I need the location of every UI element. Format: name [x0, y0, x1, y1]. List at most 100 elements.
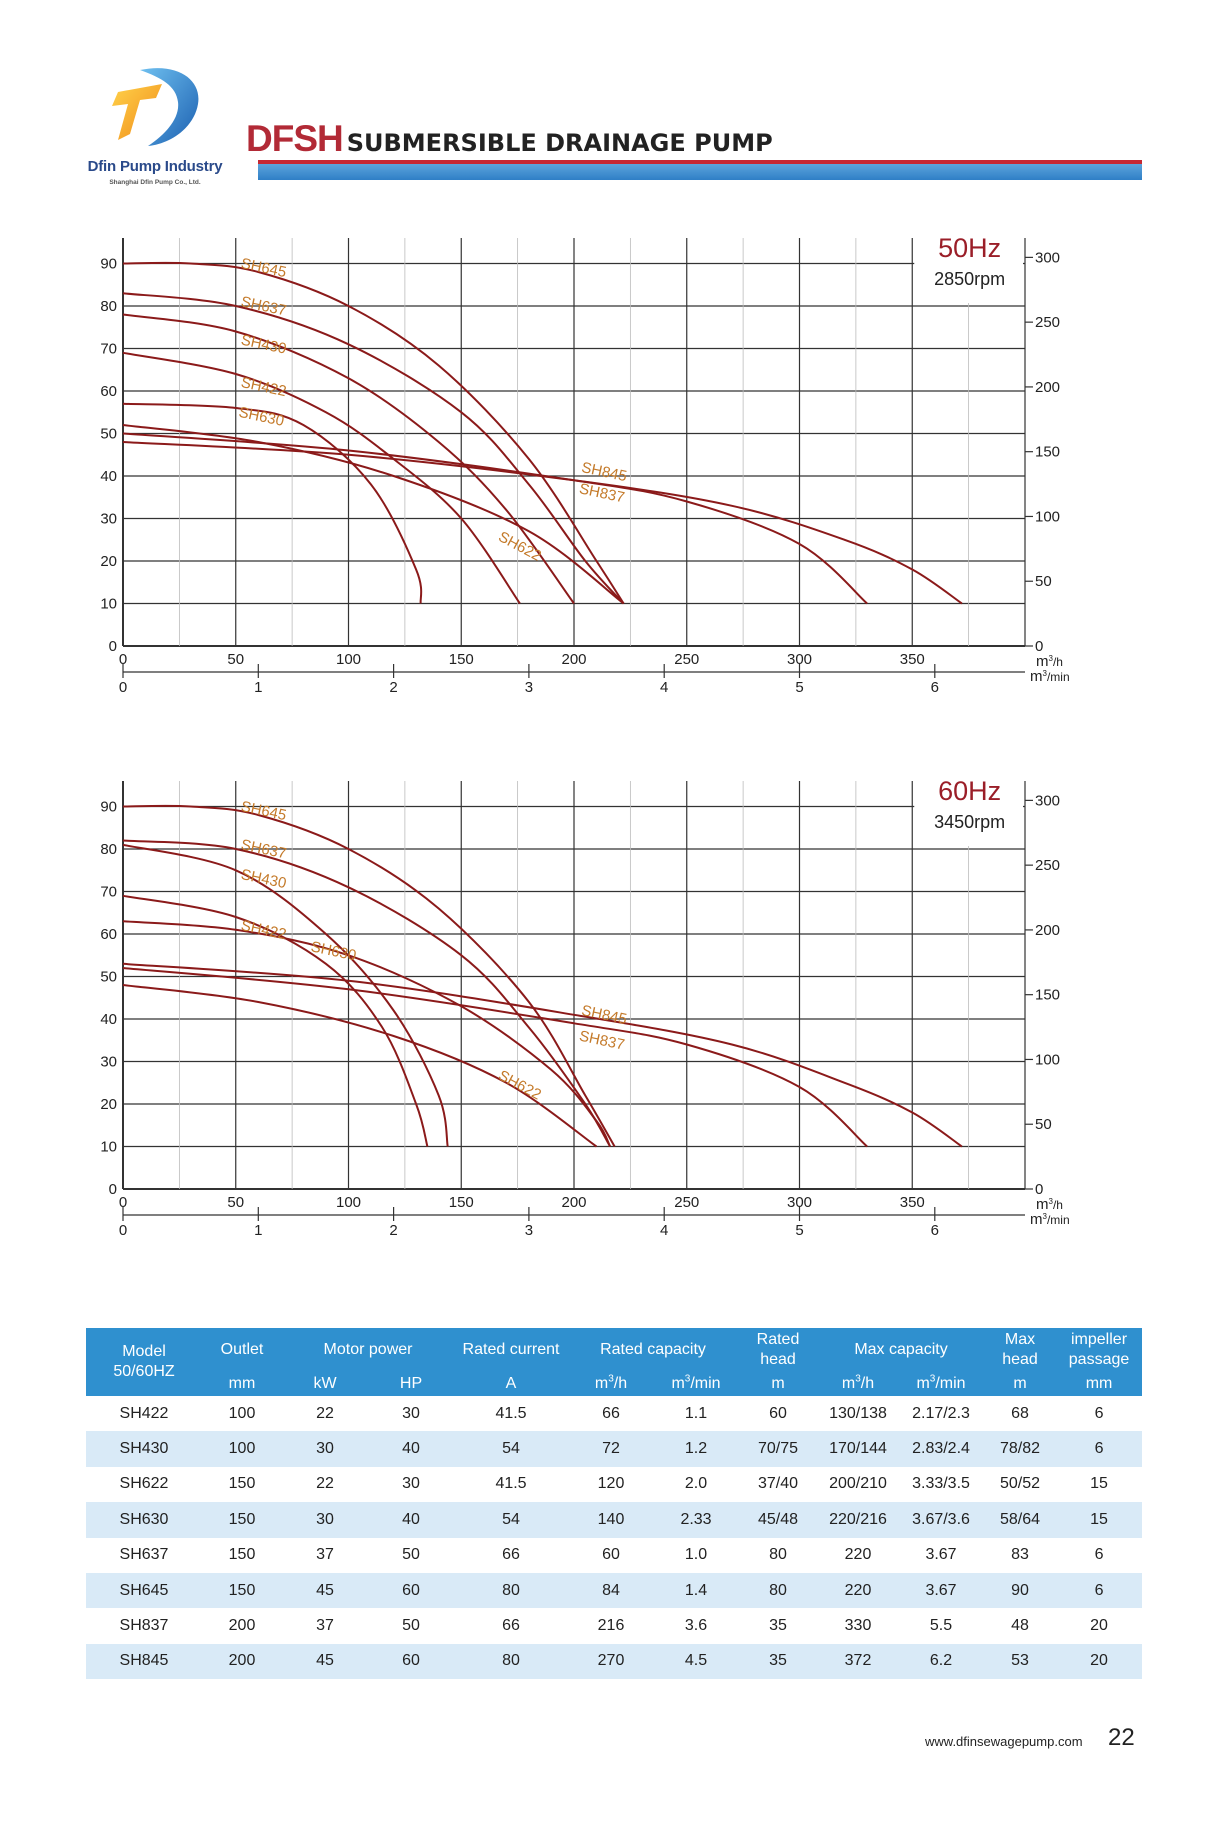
table-cell: 45 — [282, 1572, 368, 1609]
x-unit-label: m3/h — [1036, 653, 1063, 670]
table-cell: 150 — [202, 1502, 282, 1538]
table-cell: 1.2 — [654, 1431, 739, 1467]
unit-outlet: mm — [202, 1372, 282, 1396]
table-cell: 78/82 — [984, 1431, 1057, 1467]
curve-sh430 — [122, 843, 449, 1147]
table-cell: 100 — [202, 1431, 282, 1467]
x2-tick-label: 0 — [119, 679, 127, 696]
unit-max-m3h: m3/h — [818, 1372, 899, 1396]
header-model: Model 50/60HZ — [86, 1328, 202, 1396]
curve-sh637 — [122, 292, 625, 605]
x2-tick-label: 1 — [254, 679, 262, 696]
curve-sh837 — [122, 967, 868, 1148]
table-cell: 2.83/2.4 — [898, 1431, 985, 1467]
y-tick-label: 30 — [100, 1054, 117, 1071]
y-tick-label: 0 — [109, 1181, 117, 1198]
table-cell: 120 — [597, 1475, 625, 1493]
x2-tick-label: 4 — [660, 679, 668, 696]
table-cell: 50 — [402, 1546, 420, 1564]
model-cell: SH645 — [86, 1572, 202, 1609]
table-cell: 37 — [316, 1546, 334, 1564]
unit-max-m3min: m3/min — [898, 1372, 985, 1396]
x2-unit-sup: 3 — [1043, 669, 1048, 678]
unit-kw: kW — [282, 1372, 368, 1396]
table-cell: 140 — [568, 1502, 655, 1538]
table-cell: 60 — [602, 1546, 620, 1564]
curve-label-sh637: SH637 — [239, 293, 287, 319]
table-cell: 200 — [202, 1643, 282, 1680]
x-tick-label: 50 — [227, 651, 244, 668]
curve-sh637 — [122, 839, 611, 1148]
table-cell: 90 — [984, 1572, 1057, 1609]
x-tick-label: 300 — [787, 1194, 812, 1211]
table-cell: 5.5 — [929, 1617, 953, 1635]
curve-label-sh645: SH645 — [239, 255, 287, 281]
x-tick-label: 250 — [674, 1194, 699, 1211]
y-tick-label: 40 — [100, 1011, 117, 1028]
x-tick-label: 200 — [561, 1194, 586, 1211]
unit-m3min: m3/min — [654, 1372, 739, 1396]
table-cell: 3.6 — [684, 1617, 708, 1635]
x2-unit-rest: /min — [1047, 670, 1070, 684]
table-cell: 4.5 — [654, 1643, 739, 1680]
table-cell: 220 — [844, 1546, 872, 1564]
table-cell: 2.0 — [684, 1475, 708, 1493]
unit-hp: HP — [368, 1372, 455, 1396]
curve-label-sh630: SH630 — [237, 404, 285, 430]
y-tick-label: 60 — [100, 926, 117, 943]
x2-tick-label: 6 — [931, 679, 939, 696]
frequency-label: 50Hz — [938, 238, 1001, 263]
unit-max-head: m — [984, 1372, 1057, 1396]
table-cell: 30 — [282, 1502, 368, 1538]
header-rated-head: Rated head — [738, 1328, 819, 1372]
curve-label-sh645: SH645 — [239, 798, 287, 824]
table-cell: 2.17/2.3 — [912, 1404, 970, 1422]
footer-url[interactable]: www.dfinsewagepump.com — [925, 1734, 1083, 1749]
y-tick-label: 90 — [100, 799, 117, 816]
table-cell: 50 — [402, 1617, 420, 1635]
chart-60hz: H(m)H(ft)0102030405060708090050100150200… — [0, 781, 1219, 1301]
curve-label-sh845: SH845 — [580, 1002, 628, 1028]
y2-tick-label: 100 — [1035, 1051, 1060, 1068]
x-unit-sup: 3 — [1049, 1197, 1054, 1206]
x-tick-label: 250 — [674, 651, 699, 668]
y-tick-label: 0 — [109, 638, 117, 655]
y-tick-label: 70 — [100, 341, 117, 358]
table-cell: 15 — [1056, 1502, 1143, 1538]
y-tick-label: 80 — [100, 298, 117, 315]
table-cell: 66 — [502, 1546, 520, 1564]
table-cell: 200 — [228, 1617, 256, 1635]
table-cell: 2.33 — [654, 1502, 739, 1538]
curve-sh630 — [122, 920, 611, 1147]
table-row: SH422 100 22 30 41.5 66 1.1 60 130/138 2.17/2.3 68… — [86, 1396, 1142, 1431]
unit-head: m — [738, 1372, 819, 1396]
curve-sh430 — [122, 313, 575, 605]
x-tick-label: 0 — [119, 1194, 127, 1211]
model-cell: SH422 — [119, 1404, 169, 1422]
x2-unit-sup: 3 — [1043, 1212, 1048, 1221]
curve-sh845 — [122, 962, 963, 1148]
curve-label-sh837: SH837 — [578, 1028, 626, 1054]
x-unit-rest: /h — [1053, 655, 1063, 669]
brand-subtitle: Shanghai Dfin Pump Co., Ltd. — [109, 179, 201, 186]
x-unit-sup: 3 — [1049, 654, 1054, 663]
curve-label-sh637: SH637 — [239, 836, 287, 862]
table-cell: 37 — [316, 1617, 334, 1635]
table-cell: 53 — [984, 1643, 1057, 1680]
curve-sh645 — [122, 261, 625, 605]
table-cell: 220 — [818, 1572, 899, 1609]
table-cell: 372 — [818, 1643, 899, 1680]
title-rest: SUBMERSIBLE DRAINAGE PUMP — [346, 129, 773, 157]
table-cell: 6 — [1056, 1431, 1143, 1467]
y2-tick-label: 150 — [1035, 444, 1060, 461]
table-cell: 3.67/3.6 — [898, 1502, 985, 1538]
table-cell: 54 — [454, 1431, 569, 1467]
table-cell: 80 — [454, 1572, 569, 1609]
table-cell: 30 — [282, 1431, 368, 1467]
title-divider-red — [258, 160, 1142, 164]
y2-tick-label: 200 — [1035, 922, 1060, 939]
x-tick-label: 300 — [787, 651, 812, 668]
y-tick-label: 50 — [100, 969, 117, 986]
table-cell: 22 — [316, 1475, 334, 1493]
model-cell: SH622 — [119, 1475, 169, 1493]
